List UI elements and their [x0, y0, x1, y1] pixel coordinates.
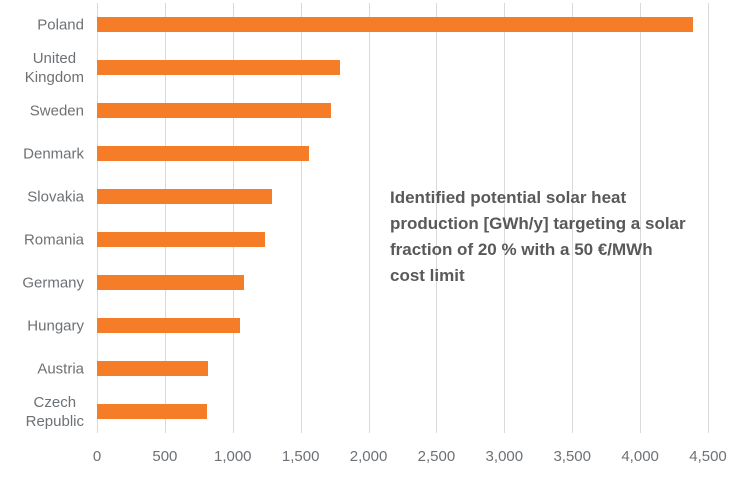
x-tick-label: 3,500 [553, 448, 591, 465]
x-tick-label: 3,000 [485, 448, 524, 465]
category-label: Germany [0, 273, 84, 292]
bar-denmark [97, 146, 309, 161]
category-label-text: Czech Republic [25, 393, 84, 430]
category-label: Czech Republic [0, 393, 84, 431]
category-label: Poland [0, 15, 84, 34]
x-tick-label: 2,500 [417, 448, 456, 465]
category-label-text: Austria [37, 360, 84, 377]
annotation-line: Identified potential solar heat [390, 188, 627, 207]
annotation-line: fraction of 20 % with a 50 €/MWh [390, 240, 653, 259]
category-label-text: Slovakia [27, 188, 84, 205]
bar-romania [97, 232, 266, 247]
category-label-text: Hungary [27, 317, 84, 334]
category-label: United Kingdom [0, 49, 84, 87]
category-label-text: Germany [22, 274, 84, 291]
gridline [640, 3, 642, 433]
annotation-line: production [GWh/y] targeting a solar [390, 214, 686, 233]
gridline [164, 3, 166, 433]
bar-austria [97, 361, 209, 376]
gridline [97, 3, 98, 433]
category-label: Austria [0, 359, 84, 378]
x-tick-label: 1,500 [281, 448, 320, 465]
bar-sweden [97, 103, 331, 118]
x-tick-label: 0 [92, 448, 102, 465]
x-tick-label: 4,000 [621, 448, 659, 465]
category-label-text: United Kingdom [24, 49, 84, 86]
bar-slovakia [97, 189, 273, 204]
gridline [436, 3, 438, 433]
gridline [504, 3, 506, 433]
category-label: Romania [0, 230, 84, 249]
category-label-text: Sweden [29, 102, 84, 119]
category-label-text: Denmark [23, 145, 84, 162]
x-tick-label: 4,500 [689, 448, 727, 465]
gridline [572, 3, 574, 433]
category-label: Hungary [0, 316, 84, 335]
category-label: Denmark [0, 144, 84, 163]
x-tick-label: 500 [152, 448, 178, 465]
chart-annotation: Identified potential solar heat producti… [390, 185, 686, 289]
category-label: Slovakia [0, 187, 84, 206]
bar-poland [97, 17, 694, 32]
gridline [368, 3, 370, 433]
bar-czech-republic [97, 404, 207, 419]
category-label: Sweden [0, 101, 84, 120]
plot-area [97, 3, 709, 433]
gridline [232, 3, 234, 433]
gridline [708, 3, 709, 433]
bar-hungary [97, 318, 240, 333]
category-label-text: Romania [23, 231, 84, 248]
x-tick-label: 1,000 [213, 448, 252, 465]
bar-germany [97, 275, 244, 290]
bar-united-kingdom [97, 60, 341, 75]
gridline [300, 3, 302, 433]
category-label-text: Poland [37, 16, 84, 33]
annotation-line: cost limit [390, 266, 465, 285]
x-tick-label: 2,000 [349, 448, 388, 465]
